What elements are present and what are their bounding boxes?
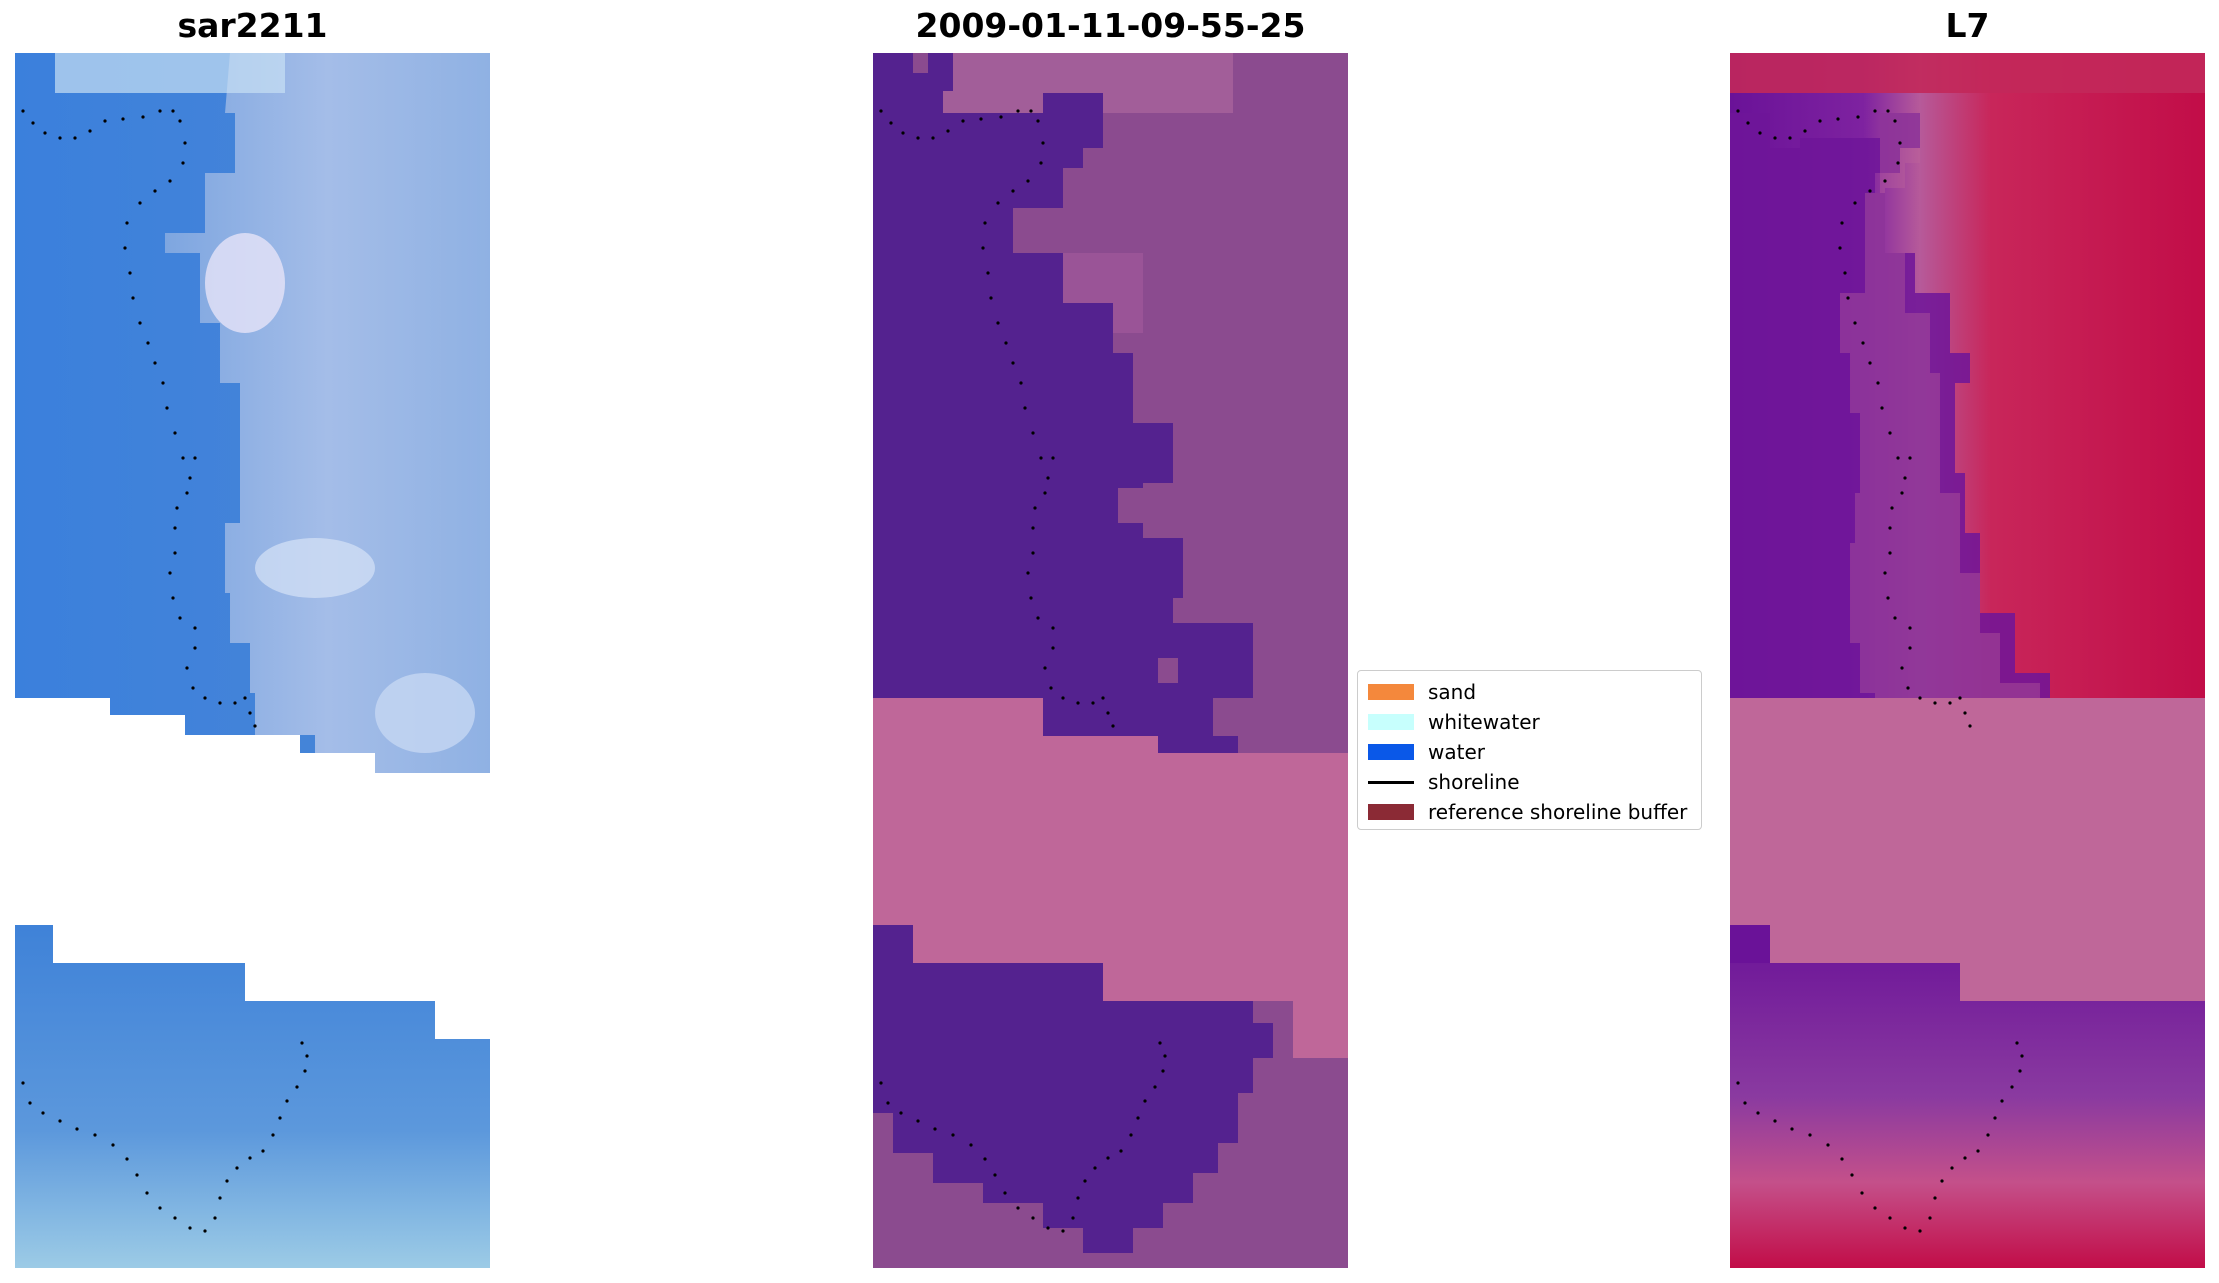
- legend: sand whitewater water shoreline referenc…: [1357, 670, 1702, 830]
- legend-label: sand: [1428, 680, 1477, 704]
- panel-title-index: L7: [1945, 6, 1990, 45]
- legend-label: shoreline: [1428, 770, 1520, 794]
- index-shoreline: [1736, 109, 2024, 1233]
- water-swatch: [1368, 744, 1414, 760]
- legend-label: water: [1428, 740, 1485, 764]
- legend-label: whitewater: [1428, 710, 1540, 734]
- class-buffer-band: [873, 698, 1348, 1058]
- rgb-shoreline: [21, 109, 309, 1233]
- class-water-upper: [873, 53, 1253, 753]
- legend-item-shoreline: shoreline: [1368, 767, 1691, 797]
- legend-item-water: water: [1368, 737, 1691, 767]
- index-lower-water: [1730, 925, 2205, 1268]
- rgb-image-panel: [15, 53, 490, 1268]
- index-panel: [1730, 53, 2205, 1268]
- shoreline-swatch: [1368, 780, 1414, 784]
- classification-panel: [873, 53, 1348, 1268]
- legend-label: reference shoreline buffer: [1428, 800, 1688, 824]
- legend-item-whitewater: whitewater: [1368, 707, 1691, 737]
- legend-item-sand: sand: [1368, 677, 1691, 707]
- sand-swatch: [1368, 684, 1414, 700]
- class-shoreline: [879, 109, 1167, 1233]
- panel-title-classification: 2009-01-11-09-55-25: [915, 6, 1306, 45]
- whitewater-swatch: [1368, 714, 1414, 730]
- buffer-swatch: [1368, 804, 1414, 820]
- class-water-lower: [873, 925, 1273, 1253]
- rgb-upper-block: [15, 53, 490, 773]
- rgb-lower-block: [15, 925, 490, 1268]
- panel-title-rgb: sar2211: [177, 6, 328, 45]
- legend-item-buffer: reference shoreline buffer: [1368, 797, 1691, 827]
